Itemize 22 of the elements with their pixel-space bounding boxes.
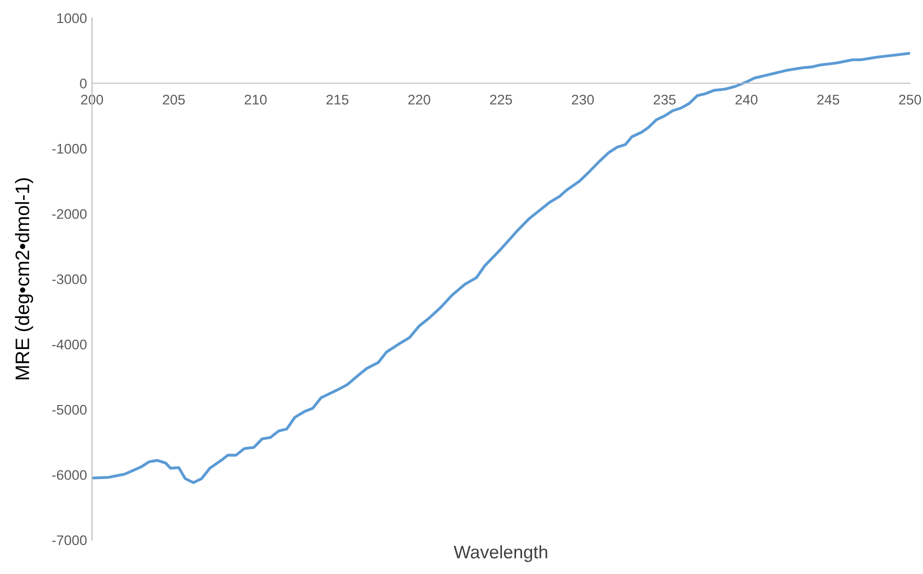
x-tick-label: 230: [572, 94, 594, 105]
x-tick-label: 210: [244, 94, 267, 105]
y-tick-label: -5000: [52, 404, 87, 415]
x-tick-label: 235: [654, 94, 676, 105]
x-tick-label: 205: [162, 94, 185, 105]
x-tick-label: 240: [736, 94, 758, 105]
x-tick-label: 225: [490, 94, 512, 105]
x-tick-label: 220: [408, 94, 430, 105]
y-tick-label: -2000: [52, 209, 87, 219]
y-tick-label: -7000: [52, 535, 87, 546]
x-axis-title: Wavelength: [454, 545, 548, 562]
y-tick-label: 0: [80, 78, 87, 88]
x-tick-label: 215: [326, 94, 348, 105]
y-tick-label: 1000: [57, 13, 87, 24]
x-tick-label: 245: [817, 94, 840, 105]
x-tick-label: 250: [899, 94, 922, 105]
x-tick-label: 200: [81, 94, 104, 105]
y-axis-title: MRE (deg•cm2•dmol-1): [14, 178, 34, 380]
y-tick-label: -1000: [52, 144, 87, 154]
y-tick-label: -6000: [52, 470, 87, 480]
y-tick-label: -4000: [52, 340, 87, 350]
y-tick-label: -3000: [52, 274, 87, 284]
